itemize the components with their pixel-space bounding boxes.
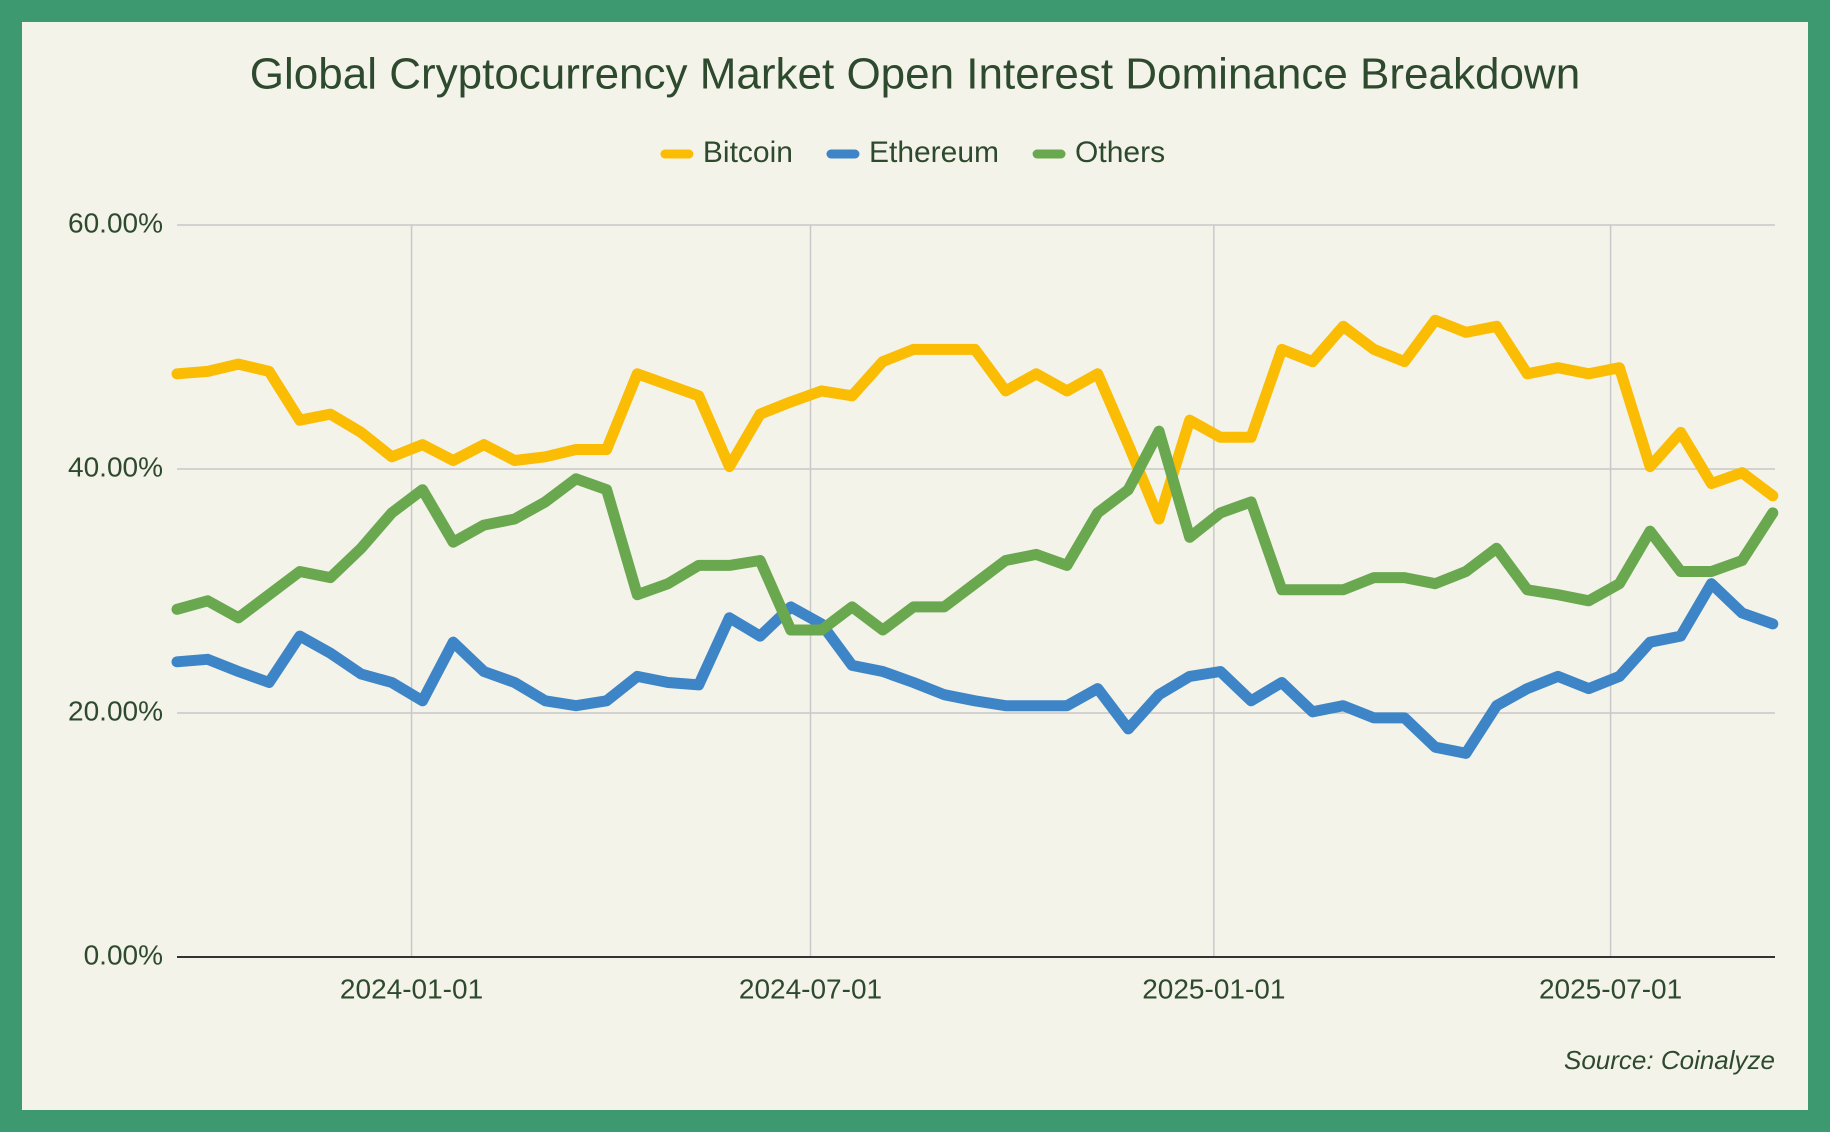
background (22, 22, 1808, 1110)
x-tick-label: 2024-01-01 (340, 973, 483, 1004)
x-tick-label: 2025-01-01 (1142, 973, 1285, 1004)
x-tick-label: 2025-07-01 (1539, 973, 1682, 1004)
x-tick-label: 2024-07-01 (739, 973, 882, 1004)
y-tick-label: 60.00% (68, 207, 163, 238)
legend-label: Others (1075, 136, 1165, 169)
series-line (171, 314, 1779, 525)
series-line (171, 425, 1779, 636)
source-note: Source: Coinalyze (1564, 1045, 1775, 1075)
chart-title: Global Cryptocurrency Market Open Intere… (250, 50, 1580, 99)
y-tick-label: 0.00% (84, 939, 163, 970)
legend-label: Bitcoin (703, 136, 793, 169)
legend-label: Ethereum (869, 136, 999, 169)
series-line (171, 578, 1779, 759)
y-tick-label: 20.00% (68, 695, 163, 726)
y-tick-label: 40.00% (68, 451, 163, 482)
